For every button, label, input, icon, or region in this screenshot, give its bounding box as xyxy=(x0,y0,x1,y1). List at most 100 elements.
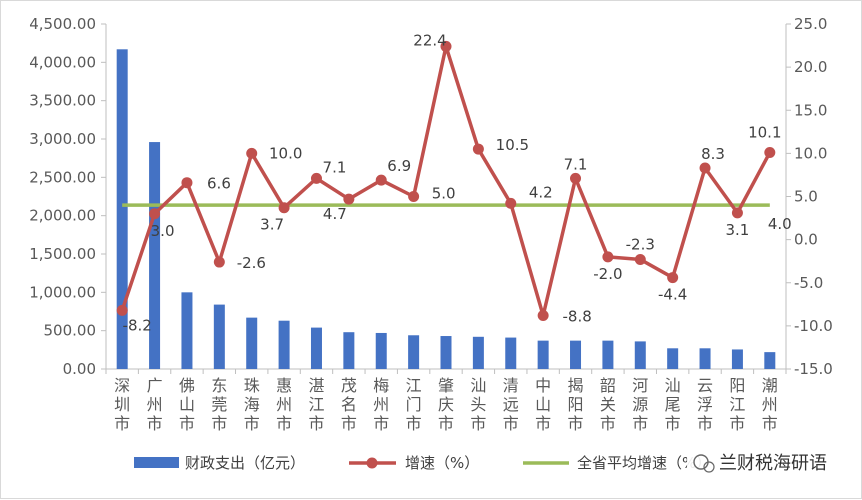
legend-label-average: 全省平均增速（%） xyxy=(577,454,711,472)
growth-data-label: -2.6 xyxy=(237,254,266,272)
bar xyxy=(634,341,646,369)
growth-point xyxy=(472,143,484,155)
growth-point xyxy=(408,191,420,202)
bar xyxy=(505,337,517,369)
growth-point xyxy=(343,193,355,205)
category-label: 梅州市 xyxy=(373,376,389,433)
growth-data-label: -4.4 xyxy=(658,286,687,304)
category-label: 河源市 xyxy=(632,376,648,433)
bar xyxy=(149,142,161,369)
growth-point xyxy=(505,197,517,209)
growth-data-label: 6.9 xyxy=(387,157,411,175)
left-tick-label: 3,000.00 xyxy=(29,130,96,148)
growth-data-label: -2.3 xyxy=(626,235,655,253)
category-label: 汕尾市 xyxy=(665,376,681,433)
growth-point xyxy=(764,147,776,159)
bar xyxy=(343,332,355,369)
bar xyxy=(570,340,582,369)
bar xyxy=(213,304,225,369)
left-tick-label: 4,500.00 xyxy=(29,15,96,33)
right-tick-label: 20.0 xyxy=(794,58,827,76)
watermark-text: 兰财税海研语 xyxy=(719,453,827,474)
right-tick-label: 25.0 xyxy=(794,15,827,33)
category-label: 珠海市 xyxy=(244,376,260,433)
growth-data-label: 5.0 xyxy=(432,185,456,203)
category-label: 揭阳市 xyxy=(568,376,584,433)
bar xyxy=(602,340,614,369)
left-tick-label: 2,000.00 xyxy=(29,207,96,225)
right-tick-label: 0.0 xyxy=(794,231,818,249)
category-label: 潮州市 xyxy=(762,376,778,433)
growth-data-label: 10.5 xyxy=(496,136,529,154)
growth-point xyxy=(310,172,322,184)
left-tick-label: 1,500.00 xyxy=(29,245,96,263)
right-tick-label: 15.0 xyxy=(794,101,827,119)
category-label: 阳江市 xyxy=(729,376,745,433)
growth-point xyxy=(149,208,161,220)
growth-data-label: 3.1 xyxy=(725,221,749,239)
category-label: 东莞市 xyxy=(211,376,227,433)
category-label: 韶关市 xyxy=(600,376,616,433)
category-label: 汕头市 xyxy=(470,376,486,433)
left-tick-label: 2,500.00 xyxy=(29,168,96,186)
legend-label-growth: 增速（%） xyxy=(405,454,479,472)
category-label: 肇庆市 xyxy=(438,376,454,433)
growth-point xyxy=(440,40,452,52)
growth-point xyxy=(246,147,258,159)
bar xyxy=(472,336,484,369)
category-label: 湛江市 xyxy=(308,376,324,433)
growth-data-label: -8.8 xyxy=(563,308,592,326)
legend-swatch-growth-marker xyxy=(366,457,378,469)
left-tick-label: 3,500.00 xyxy=(29,92,96,110)
growth-point xyxy=(570,172,582,184)
bar xyxy=(116,49,128,370)
bar xyxy=(246,317,258,369)
legend-label-bars: 财政支出（亿元） xyxy=(185,454,305,472)
bar xyxy=(440,336,452,369)
growth-point xyxy=(181,177,193,189)
category-label: 惠州市 xyxy=(276,376,292,433)
bar xyxy=(408,335,420,369)
growth-data-label: 4.7 xyxy=(323,205,347,223)
growth-point xyxy=(602,251,614,263)
bar xyxy=(375,332,387,369)
bar xyxy=(764,352,776,369)
category-label: 清远市 xyxy=(503,376,519,433)
right-tick-label: -15.0 xyxy=(794,360,833,378)
category-label: 云浮市 xyxy=(697,376,713,433)
growth-point xyxy=(375,174,387,186)
growth-data-label: 7.1 xyxy=(323,158,347,176)
growth-point xyxy=(278,202,290,214)
growth-point xyxy=(699,162,711,174)
growth-data-label: -2.0 xyxy=(593,265,622,283)
growth-data-label: 22.4 xyxy=(413,31,446,49)
growth-point xyxy=(537,310,549,322)
growth-point xyxy=(116,304,128,316)
growth-point xyxy=(731,207,743,219)
average-data-label: 4.0 xyxy=(768,215,792,233)
watermark-backdrop xyxy=(687,447,837,477)
category-label: 中山市 xyxy=(535,376,551,433)
bar xyxy=(181,292,193,369)
category-label: 佛山市 xyxy=(179,376,195,433)
bar xyxy=(699,348,711,369)
left-tick-label: 4,000.00 xyxy=(29,53,96,71)
growth-point xyxy=(667,272,679,284)
left-tick-label: 1,000.00 xyxy=(29,283,96,301)
bar xyxy=(731,349,743,369)
right-tick-label: 10.0 xyxy=(794,144,827,162)
growth-data-label: 10.0 xyxy=(269,144,302,162)
category-label: 深圳市 xyxy=(114,376,130,433)
bar xyxy=(667,348,679,369)
left-tick-label: 500.00 xyxy=(44,322,97,340)
growth-point xyxy=(213,256,225,268)
growth-data-label: 7.1 xyxy=(564,155,588,173)
growth-data-label: 6.6 xyxy=(207,175,231,193)
left-tick-label: 0.00 xyxy=(63,360,96,378)
growth-data-label: 10.1 xyxy=(748,124,781,142)
right-tick-label: 5.0 xyxy=(794,188,818,206)
right-tick-label: -5.0 xyxy=(794,274,823,292)
bar xyxy=(278,320,290,369)
